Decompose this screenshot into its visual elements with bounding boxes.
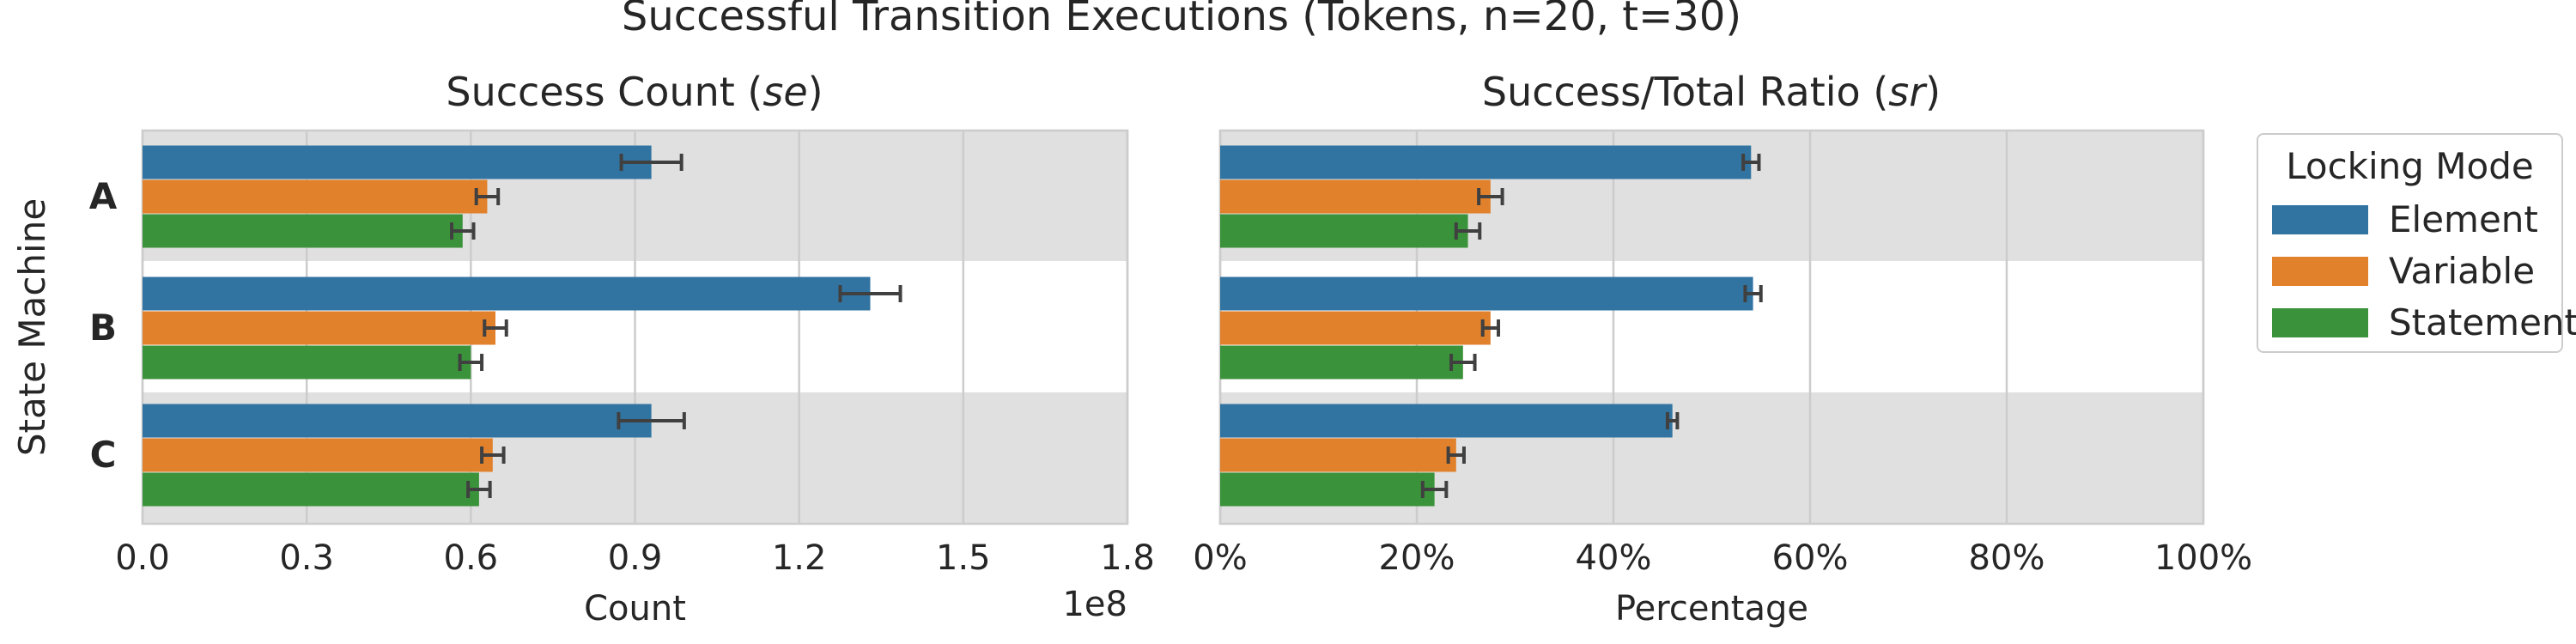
x-tick-label: 0% xyxy=(1193,538,1247,578)
x-offset-label: 1e8 xyxy=(1062,585,1127,624)
errorbar-b-variable xyxy=(1480,319,1501,337)
x-tick-label: 40% xyxy=(1576,538,1652,578)
bar-b-element xyxy=(1220,276,1753,311)
legend-swatch-variable xyxy=(2272,257,2368,286)
x-tick-label: 100% xyxy=(2154,538,2252,578)
errorbar-b-variable xyxy=(483,319,508,337)
x-tick-label: 1.5 xyxy=(936,538,991,578)
bar-b-element xyxy=(143,276,871,311)
x-tick-label: 80% xyxy=(1969,538,2045,578)
x-tick-label: 0.9 xyxy=(608,538,663,578)
legend-title: Locking Mode xyxy=(2286,145,2534,187)
legend-label-statement: Statement xyxy=(2389,301,2576,343)
errorbar-c-variable xyxy=(1446,447,1466,464)
bar-a-statement xyxy=(1220,214,1468,248)
bar-a-element xyxy=(143,145,652,179)
panel-title: Success/Total Ratio (sr) xyxy=(1482,69,1941,115)
category-label-b: B xyxy=(89,307,117,349)
errorbar-b-statement xyxy=(1449,354,1477,371)
errorbar-a-statement xyxy=(1454,222,1482,240)
errorbar-c-statement xyxy=(466,481,492,498)
x-tick-label: 0.3 xyxy=(279,538,334,578)
figure-title: Successful Transition Executions (Tokens… xyxy=(622,0,1741,40)
bar-b-statement xyxy=(143,345,471,380)
x-tick-label: 1.2 xyxy=(772,538,827,578)
bar-c-element xyxy=(143,404,652,438)
bar-c-statement xyxy=(1220,472,1435,507)
x-tick-label: 1.8 xyxy=(1100,538,1155,578)
x-tick-label: 0.0 xyxy=(115,538,170,578)
x-tick-label: 20% xyxy=(1379,538,1455,578)
x-tick-label: 0.6 xyxy=(444,538,499,578)
errorbar-a-statement xyxy=(450,222,476,240)
success-ratio-panel: 0% 20% 40% 60% 80% 100% Percentage Success/Tota… xyxy=(1193,69,2252,629)
errorbar-c-variable xyxy=(480,447,506,464)
legend-label-element: Element xyxy=(2389,198,2538,240)
bar-c-variable xyxy=(1220,438,1456,472)
errorbar-c-element xyxy=(1665,412,1680,429)
bar-b-variable xyxy=(143,311,496,345)
bar-a-variable xyxy=(1220,179,1491,214)
errorbar-b-element xyxy=(838,285,902,302)
errorbar-a-element xyxy=(1741,154,1761,171)
bar-a-statement xyxy=(143,214,463,248)
errorbar-c-statement xyxy=(1420,481,1449,498)
errorbar-b-statement xyxy=(458,354,484,371)
legend: Locking Mode Element Variable Statement xyxy=(2257,133,2576,353)
success-count-panel: 0.0 0.3 0.6 0.9 1.2 1.5 1.8 Count 1e8 Success Cou… xyxy=(89,69,1155,629)
x-tick-label: 60% xyxy=(1772,538,1849,578)
bar-b-variable xyxy=(1220,311,1491,345)
x-axis-label: Percentage xyxy=(1615,589,1808,629)
category-label-c: C xyxy=(90,434,117,476)
errorbar-a-variable xyxy=(474,188,501,205)
bar-b-statement xyxy=(1220,345,1463,380)
bar-a-variable xyxy=(143,179,488,214)
bar-c-variable xyxy=(143,438,493,472)
errorbar-b-element xyxy=(1743,285,1763,302)
errorbar-a-variable xyxy=(1477,188,1504,205)
bar-c-element xyxy=(1220,404,1673,438)
category-label-a: A xyxy=(89,175,118,217)
legend-swatch-statement xyxy=(2272,308,2368,337)
legend-label-variable: Variable xyxy=(2389,250,2536,292)
y-axis-label: State Machine xyxy=(11,198,53,456)
bar-c-statement xyxy=(143,472,479,507)
x-axis-label: Count xyxy=(584,589,686,629)
bar-a-element xyxy=(1220,145,1752,179)
panel-title: Success Count (se) xyxy=(446,69,823,115)
legend-swatch-element xyxy=(2272,205,2368,234)
errorbar-c-element xyxy=(617,412,686,429)
errorbar-a-element xyxy=(619,154,683,171)
